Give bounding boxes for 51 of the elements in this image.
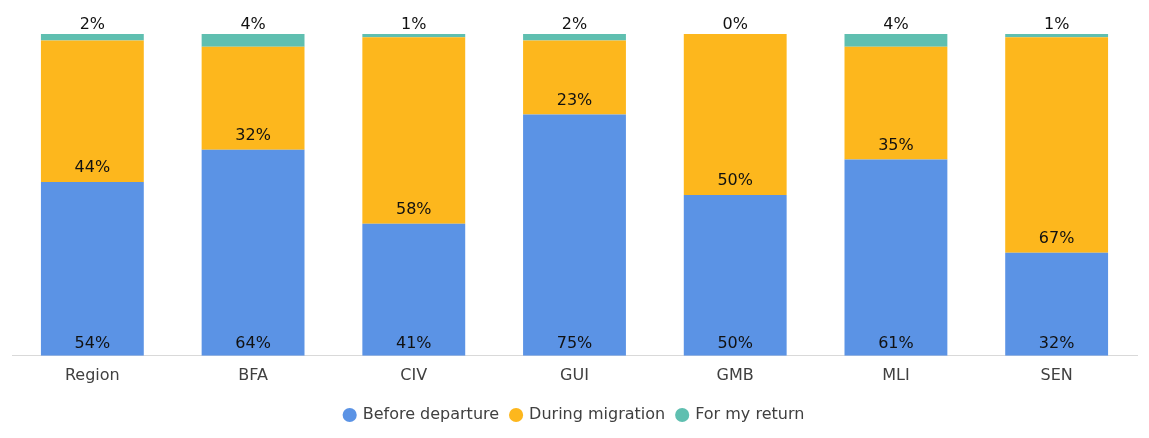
- bar: [40, 182, 144, 356]
- data-label: 2%: [79, 14, 106, 34]
- bar: [201, 149, 305, 356]
- data-label: 0%: [722, 14, 748, 34]
- data-label: 75%: [556, 332, 593, 352]
- bar: [1005, 34, 1109, 38]
- bar: [844, 159, 948, 356]
- x-tick-label: GUI: [560, 364, 589, 384]
- legend-label: For my return: [695, 404, 805, 424]
- x-tick-label: SEN: [1040, 364, 1073, 384]
- data-label: 44%: [74, 157, 111, 177]
- data-label: 2%: [561, 14, 588, 34]
- data-label: 35%: [878, 134, 914, 154]
- x-tick-label: MLI: [882, 364, 910, 384]
- bar: [523, 114, 626, 356]
- bar: [844, 34, 948, 47]
- data-label: 58%: [396, 199, 432, 219]
- data-label: 64%: [235, 332, 271, 352]
- bar: [362, 223, 466, 356]
- bar: [40, 34, 144, 41]
- data-label: 1%: [401, 14, 427, 34]
- data-label: 50%: [717, 332, 753, 352]
- data-label: 32%: [235, 125, 271, 144]
- data-label: 41%: [396, 332, 432, 352]
- legend-label: Before departure: [362, 404, 500, 424]
- data-label: 32%: [1038, 332, 1075, 352]
- data-label: 54%: [74, 332, 111, 352]
- bar: [683, 34, 787, 195]
- data-label: 4%: [240, 14, 266, 34]
- bar: [1005, 252, 1109, 356]
- bar: [362, 34, 466, 38]
- bar: [1005, 37, 1109, 253]
- bar: [362, 37, 466, 224]
- x-tick-label: Region: [64, 364, 120, 384]
- data-label: 67%: [1038, 227, 1075, 247]
- data-label: 23%: [556, 89, 593, 109]
- bar: [523, 40, 626, 115]
- x-tick-label: CIV: [400, 364, 428, 384]
- bar: [844, 46, 948, 160]
- x-tick-label: BFA: [238, 364, 268, 384]
- bar: [683, 194, 787, 356]
- bar: [40, 40, 144, 183]
- legend-label: During migration: [529, 404, 666, 424]
- x-tick-label: GMB: [716, 364, 754, 384]
- bar: [201, 46, 305, 150]
- bar: [201, 34, 305, 47]
- data-label: 1%: [1043, 14, 1070, 34]
- bar: [523, 34, 626, 41]
- data-label: 50%: [717, 170, 753, 190]
- data-label: 4%: [883, 14, 909, 34]
- data-label: 61%: [878, 332, 914, 352]
